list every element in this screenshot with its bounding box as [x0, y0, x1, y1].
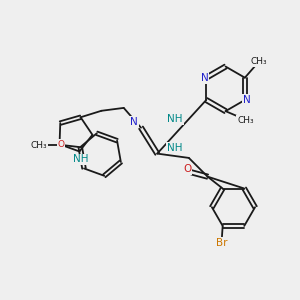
Text: NH: NH: [167, 114, 183, 124]
Text: Br: Br: [216, 238, 228, 248]
Text: CH₃: CH₃: [251, 57, 268, 66]
Text: O: O: [183, 164, 191, 174]
Text: N: N: [243, 95, 250, 105]
Text: NH: NH: [167, 143, 183, 153]
Text: O: O: [57, 140, 64, 149]
Text: N: N: [201, 73, 208, 83]
Text: N: N: [130, 117, 138, 127]
Text: NH: NH: [74, 154, 89, 164]
Text: CH₃: CH₃: [31, 141, 48, 150]
Text: CH₃: CH₃: [237, 116, 254, 124]
